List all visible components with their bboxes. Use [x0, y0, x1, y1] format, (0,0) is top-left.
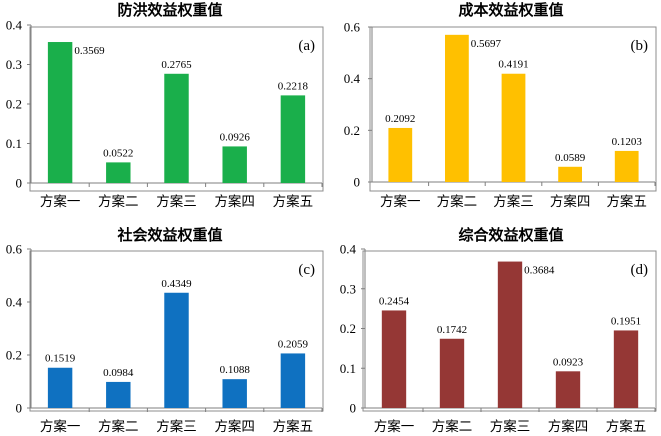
- data-label-2: 0.1742: [437, 324, 467, 336]
- data-label-5: 0.2059: [278, 338, 309, 350]
- chart-title: 社会效益权重值: [116, 226, 222, 244]
- bar-1: [388, 127, 413, 182]
- category-label-1: 方案一: [40, 418, 81, 435]
- y-tick-label: 0.6: [344, 20, 361, 35]
- bar-5: [613, 330, 639, 408]
- category-label-1: 方案一: [40, 193, 81, 210]
- panel-label: (b): [631, 38, 649, 54]
- category-label-5: 方案五: [606, 193, 647, 210]
- chart-title: 防洪效益权重值: [117, 1, 222, 19]
- y-tick-label: 0.3: [6, 57, 22, 72]
- chart-panel-2: 0 0.2 0.4 0.6 0.2092 方案一 0.5697 方案二 0.4191 方案三 0.0…: [344, 1, 657, 210]
- y-tick-label: 0: [354, 175, 361, 190]
- data-label-1: 0.2092: [385, 113, 415, 125]
- data-label-5: 0.1203: [612, 136, 643, 148]
- y-tick-label: 0: [350, 401, 357, 416]
- bar-2: [445, 34, 469, 182]
- y-tick-label: 0.4: [340, 242, 357, 257]
- panel-label: (d): [631, 262, 649, 278]
- category-label-4: 方案四: [214, 418, 255, 435]
- data-label-3: 0.3684: [524, 265, 555, 277]
- chart-panel-4: 0 0.1 0.2 0.3 0.4 0.2454 方案一 0.1742 方案二 0.3684 方案三…: [340, 226, 657, 435]
- bar-1: [47, 42, 73, 183]
- y-tick-label: 0.6: [6, 242, 23, 257]
- category-label-2: 方案二: [98, 418, 139, 435]
- category-label-1: 方案一: [380, 193, 421, 210]
- y-tick-label: 0.2: [344, 123, 360, 138]
- panel-label: (c): [298, 262, 315, 278]
- y-tick-label: 0.2: [6, 348, 22, 363]
- data-label-4: 0.1088: [220, 364, 251, 376]
- chart-title: 综合效益权重值: [458, 226, 563, 244]
- data-label-4: 0.0926: [220, 131, 251, 143]
- data-label-5: 0.2218: [278, 80, 309, 92]
- category-label-1: 方案一: [374, 418, 415, 435]
- data-label-5: 0.1951: [611, 315, 641, 327]
- bar-3: [501, 73, 526, 182]
- y-tick-label: 0.1: [6, 136, 22, 151]
- category-label-3: 方案三: [490, 418, 531, 435]
- bar-2: [106, 162, 131, 183]
- y-tick-label: 0.4: [6, 18, 23, 33]
- data-label-3: 0.2765: [161, 59, 192, 71]
- data-label-2: 0.5697: [471, 38, 502, 50]
- chart-panel-3: 0 0.2 0.4 0.6 0.1519 方案一 0.0984 方案二 0.4349 方案三 0.1…: [6, 226, 324, 435]
- y-tick-label: 0.1: [340, 361, 356, 376]
- bar-1: [381, 310, 407, 408]
- bar-4: [555, 371, 581, 408]
- data-label-4: 0.0589: [555, 152, 586, 164]
- data-label-2: 0.0522: [103, 147, 133, 159]
- bar-1: [47, 367, 73, 408]
- data-label-3: 0.4191: [498, 59, 528, 71]
- data-label-1: 0.2454: [379, 295, 410, 307]
- category-label-5: 方案五: [273, 193, 314, 210]
- y-tick-label: 0.4: [6, 295, 23, 310]
- chart-title: 成本效益权重值: [458, 1, 563, 19]
- category-label-2: 方案二: [432, 418, 473, 435]
- category-label-3: 方案三: [493, 193, 534, 210]
- bar-4: [222, 146, 247, 183]
- category-label-4: 方案四: [214, 193, 255, 210]
- bar-5: [280, 95, 306, 183]
- bar-5: [614, 150, 639, 182]
- category-label-4: 方案四: [550, 193, 591, 210]
- bar-3: [164, 292, 189, 408]
- bar-3: [497, 261, 523, 408]
- y-tick-label: 0.2: [6, 97, 22, 112]
- data-label-1: 0.1519: [45, 353, 76, 365]
- bar-2: [106, 381, 131, 408]
- panel-label: (a): [298, 38, 315, 54]
- category-label-5: 方案五: [273, 418, 314, 435]
- bar-5: [280, 353, 306, 408]
- category-label-2: 方案二: [437, 193, 478, 210]
- category-label-4: 方案四: [548, 418, 589, 435]
- data-label-3: 0.4349: [161, 278, 192, 290]
- category-label-3: 方案三: [156, 193, 197, 210]
- chart-panel-1: 0 0.1 0.2 0.3 0.4 0.3569 方案一 0.0522 方案二 0.2765 方案三…: [6, 1, 324, 210]
- y-tick-label: 0.2: [340, 321, 356, 336]
- category-label-5: 方案五: [606, 418, 647, 435]
- bar-2: [439, 338, 465, 408]
- y-tick-label: 0: [16, 401, 23, 416]
- y-tick-label: 0.4: [344, 71, 361, 86]
- y-tick-label: 0: [16, 176, 23, 191]
- y-tick-label: 0.3: [340, 281, 356, 296]
- data-label-2: 0.0984: [103, 367, 134, 379]
- bar-3: [164, 73, 189, 183]
- bar-4: [222, 379, 247, 408]
- data-label-4: 0.0923: [553, 356, 584, 368]
- category-label-2: 方案二: [98, 193, 139, 210]
- data-label-1: 0.3569: [74, 45, 105, 57]
- bar-4: [558, 166, 582, 182]
- category-label-3: 方案三: [156, 418, 197, 435]
